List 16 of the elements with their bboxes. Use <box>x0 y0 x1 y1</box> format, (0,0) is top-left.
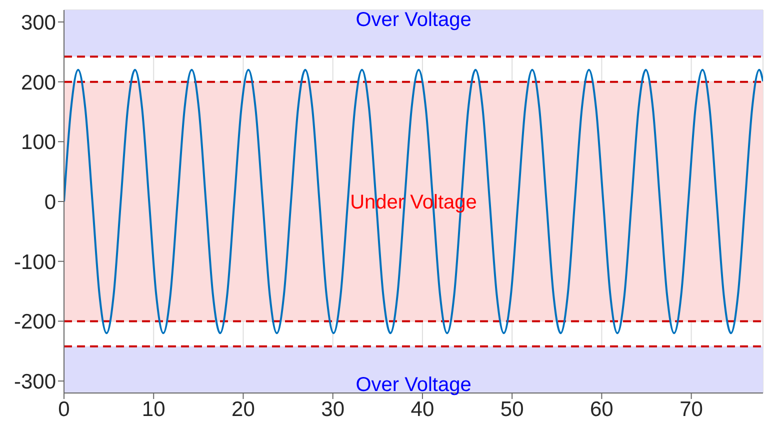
y-tick-label: 0 <box>44 190 56 214</box>
x-tick-label: 30 <box>321 398 345 421</box>
band-label: Over Voltage <box>356 374 472 396</box>
x-tick-label: 40 <box>410 398 434 421</box>
y-tick-label: 200 <box>20 71 56 94</box>
x-tick-label: 70 <box>680 398 703 421</box>
y-tick-label: -300 <box>14 370 56 394</box>
y-tick-label: -200 <box>14 310 56 334</box>
y-tick-label: 100 <box>20 131 56 154</box>
x-tick-label: 60 <box>590 398 614 421</box>
x-tick-label: 20 <box>232 398 255 421</box>
x-tick-label: 50 <box>500 398 524 421</box>
y-tick-label: 300 <box>20 11 56 34</box>
x-tick-label: 10 <box>142 398 166 421</box>
band-label: Over Voltage <box>356 9 472 32</box>
y-tick-label: -100 <box>14 250 56 274</box>
